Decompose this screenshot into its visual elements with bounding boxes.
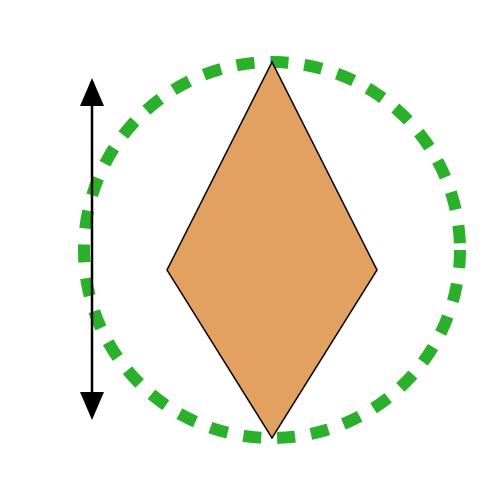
diagram-canvas (0, 0, 500, 500)
arrow-head-up-icon (80, 78, 104, 106)
arrow-head-down-icon (80, 392, 104, 420)
diamond-shape (167, 62, 377, 438)
